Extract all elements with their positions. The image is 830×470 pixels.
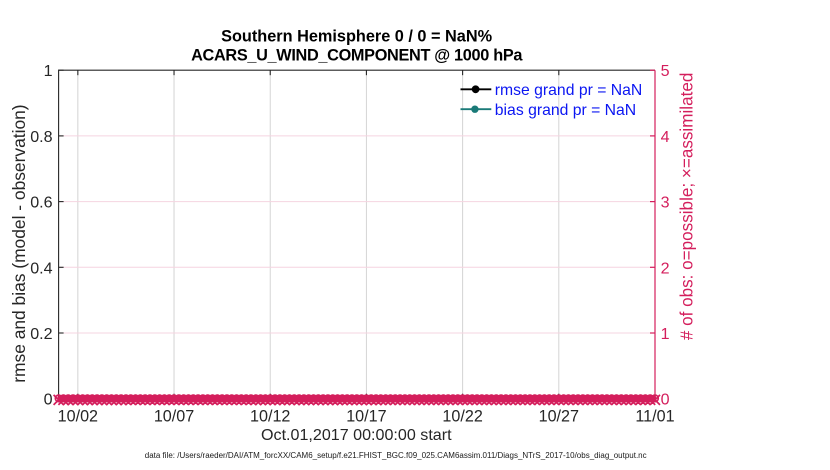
svg-text:1: 1 (661, 325, 670, 343)
svg-text:11/01: 11/01 (635, 407, 674, 425)
svg-text:0.6: 0.6 (30, 194, 52, 212)
svg-text:3: 3 (661, 194, 670, 212)
svg-text:0.4: 0.4 (30, 259, 52, 277)
svg-text:Oct.01,2017 00:00:00 start: Oct.01,2017 00:00:00 start (261, 426, 452, 444)
svg-text:data file: /Users/raeder/DAI/A: data file: /Users/raeder/DAI/ATM_forcXX/… (145, 451, 647, 460)
svg-text:bias grand pr = NaN: bias grand pr = NaN (495, 102, 636, 119)
svg-text:10/07: 10/07 (154, 407, 194, 425)
svg-text:0: 0 (661, 391, 670, 409)
svg-text:# of obs: o=possible; ×=assimi: # of obs: o=possible; ×=assimilated (677, 73, 696, 341)
svg-text:ACARS_U_WIND_COMPONENT @ 1000: ACARS_U_WIND_COMPONENT @ 1000 hPa (191, 47, 523, 65)
svg-text:0.8: 0.8 (30, 128, 52, 146)
svg-text:rmse and bias (model - observa: rmse and bias (model - observation) (9, 104, 29, 382)
svg-text:1: 1 (44, 62, 53, 80)
svg-text:5: 5 (661, 62, 670, 80)
svg-text:rmse grand pr = NaN: rmse grand pr = NaN (495, 82, 643, 99)
svg-text:0.2: 0.2 (30, 325, 52, 343)
svg-text:10/27: 10/27 (539, 407, 579, 425)
svg-text:2: 2 (661, 259, 670, 277)
svg-text:10/22: 10/22 (442, 407, 482, 425)
svg-text:10/17: 10/17 (346, 407, 386, 425)
svg-text:10/12: 10/12 (250, 407, 290, 425)
svg-text:4: 4 (661, 128, 670, 146)
svg-text:10/02: 10/02 (58, 407, 98, 425)
svg-text:Southern Hemisphere 0 / 0 = Na: Southern Hemisphere 0 / 0 = NaN% (221, 27, 493, 45)
svg-text:0: 0 (44, 391, 53, 409)
